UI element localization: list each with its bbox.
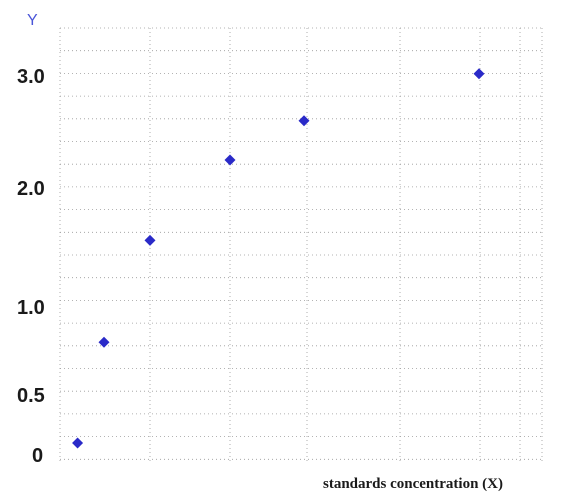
data-point-2: [144, 234, 156, 246]
y-tick-label-3: 2.0: [17, 178, 45, 200]
data-point-5: [473, 68, 485, 80]
y-tick-label-2: 1.0: [17, 297, 45, 319]
x-axis-label: standards concentration (X): [323, 476, 503, 492]
y-tick-label-1: 0.5: [17, 385, 45, 407]
y-tick-label-4: 3.0: [17, 66, 45, 88]
grid: [59, 27, 543, 464]
data-point-0: [72, 437, 84, 449]
data-points: [72, 68, 485, 449]
data-point-4: [298, 115, 310, 127]
y-tick-label-0: 0: [32, 445, 43, 467]
y-tick-labels: 0 0.5 1.0 2.0 3.0: [17, 66, 45, 467]
data-point-3: [224, 154, 236, 166]
y-axis-label: Y: [27, 12, 38, 29]
data-point-1: [98, 336, 110, 348]
